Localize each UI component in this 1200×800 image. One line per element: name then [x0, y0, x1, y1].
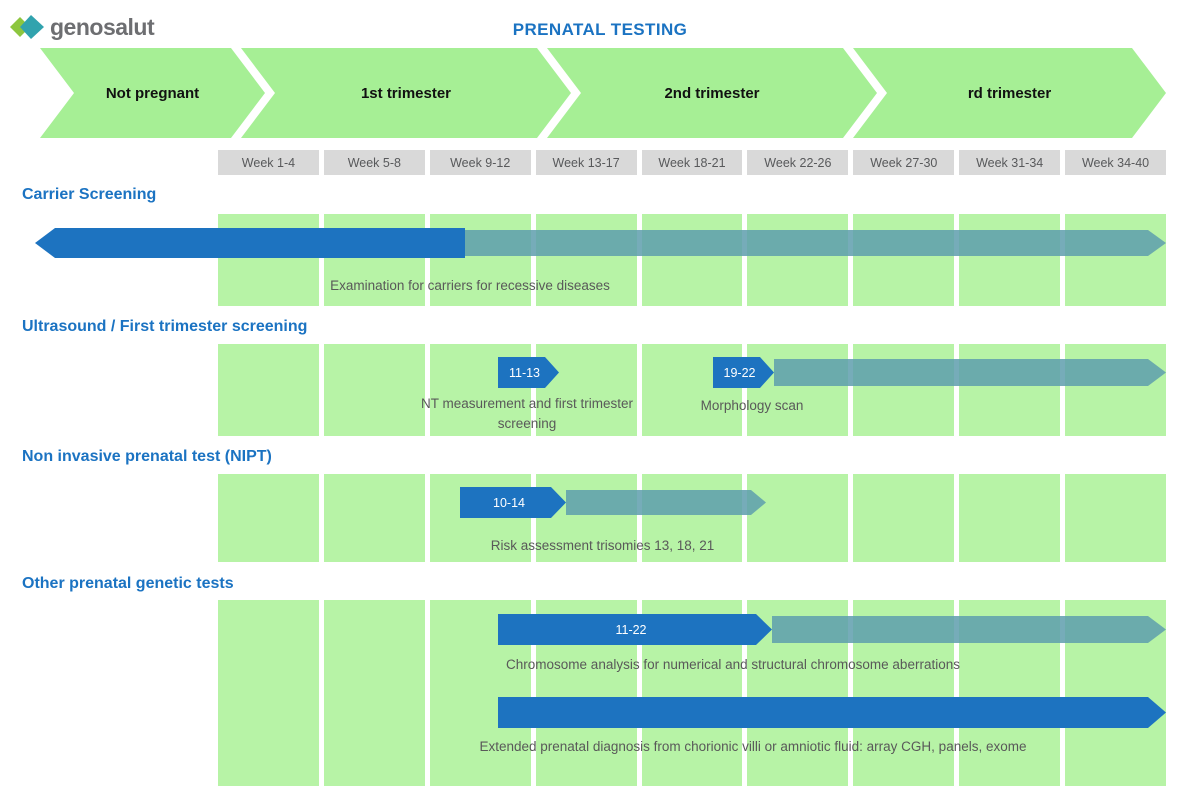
timeline-cell	[641, 474, 743, 562]
timeline-cell	[747, 474, 849, 562]
timeline-cell	[853, 344, 955, 436]
arrow-range-label: 11-22	[615, 622, 647, 637]
phase-label: Not pregnant	[105, 84, 200, 102]
page-title: PRENATAL TESTING	[512, 20, 688, 39]
arrow-range-label: 19-22	[723, 365, 756, 380]
week-label: Week 31-34	[959, 150, 1061, 175]
timeline-cell	[959, 214, 1061, 306]
week-label: Week 22-26	[747, 150, 849, 175]
timeline-cell	[747, 344, 849, 436]
phase-2nd-trimester: 2nd trimester	[547, 48, 877, 138]
carrier-screening-caption: Examination for carriers for recessive d…	[330, 278, 610, 293]
timeline-cell	[1065, 214, 1166, 306]
week-label: Week 34-40	[1065, 150, 1166, 175]
week-label: Week 5-8	[323, 150, 425, 175]
timeline-cell	[535, 344, 637, 436]
timeline-cell	[323, 600, 425, 786]
carrier-screening-row	[218, 214, 1166, 306]
logo-text: genosalut	[50, 13, 155, 40]
week-header-row: Week 1-4 Week 5-8 Week 9-12 Week 13-17 W…	[218, 150, 1166, 175]
timeline-cell	[218, 474, 319, 562]
phase-not-pregnant: Not pregnant	[40, 48, 265, 138]
nt-measurement-arrow: 11-13	[498, 357, 559, 388]
timeline-cell	[641, 214, 743, 306]
extended-diagnosis-arrow	[498, 697, 1166, 728]
nipt-teal-arrow	[566, 490, 766, 515]
timeline-cell	[323, 344, 425, 436]
morphology-scan-caption: Morphology scan	[700, 398, 804, 413]
timeline-cell	[535, 214, 637, 306]
week-label: Week 1-4	[218, 150, 319, 175]
week-label: Week 27-30	[853, 150, 955, 175]
timeline-cell	[1065, 474, 1166, 562]
logo: genosalut	[10, 12, 155, 42]
carrier-screening-blue-arrow	[35, 228, 465, 258]
nt-measurement-caption: NT measurement and first trimester scree…	[420, 396, 634, 431]
arrow-range-label: 10-14	[493, 495, 525, 510]
phase-3rd-trimester: rd trimester	[853, 48, 1166, 138]
timeline-cell	[853, 214, 955, 306]
timeline-cell	[747, 214, 849, 306]
chromosome-analysis-arrow: 11-22	[498, 614, 772, 645]
section-heading-carrier-screening: Carrier Screening	[22, 186, 157, 203]
extended-diagnosis-caption: Extended prenatal diagnosis from chorion…	[479, 739, 1027, 754]
morphology-teal-arrow	[774, 359, 1166, 386]
section-heading-other-tests: Other prenatal genetic tests	[22, 575, 234, 592]
section-heading-ultrasound: Ultrasound / First trimester screening	[22, 318, 308, 335]
nipt-arrow: 10-14	[460, 487, 566, 518]
ultrasound-row	[218, 344, 1166, 436]
arrow-range-label: 11-13	[508, 365, 541, 380]
timeline-cell	[959, 344, 1061, 436]
timeline-cell	[218, 600, 319, 786]
morphology-scan-arrow: 19-22	[713, 357, 774, 388]
timeline-cell	[853, 474, 955, 562]
week-label: Week 18-21	[641, 150, 743, 175]
timeline-cell	[218, 344, 319, 436]
timeline-cell	[959, 474, 1061, 562]
logo-icon	[10, 15, 44, 39]
phase-1st-trimester: 1st trimester	[241, 48, 571, 138]
chromosome-analysis-caption: Chromosome analysis for numerical and st…	[506, 657, 960, 672]
section-heading-nipt: Non invasive prenatal test (NIPT)	[22, 448, 272, 465]
week-label: Week 13-17	[535, 150, 637, 175]
week-label: Week 9-12	[429, 150, 531, 175]
phase-label: 1st trimester	[360, 84, 452, 102]
carrier-screening-teal-arrow	[464, 230, 1166, 256]
phase-label: rd trimester	[967, 84, 1052, 102]
nipt-caption: Risk assessment trisomies 13, 18, 21	[490, 538, 715, 553]
timeline-cell	[323, 474, 425, 562]
chromosome-analysis-teal-arrow	[772, 616, 1166, 643]
timeline-cell	[1065, 344, 1166, 436]
phase-label: 2nd trimester	[664, 84, 760, 102]
